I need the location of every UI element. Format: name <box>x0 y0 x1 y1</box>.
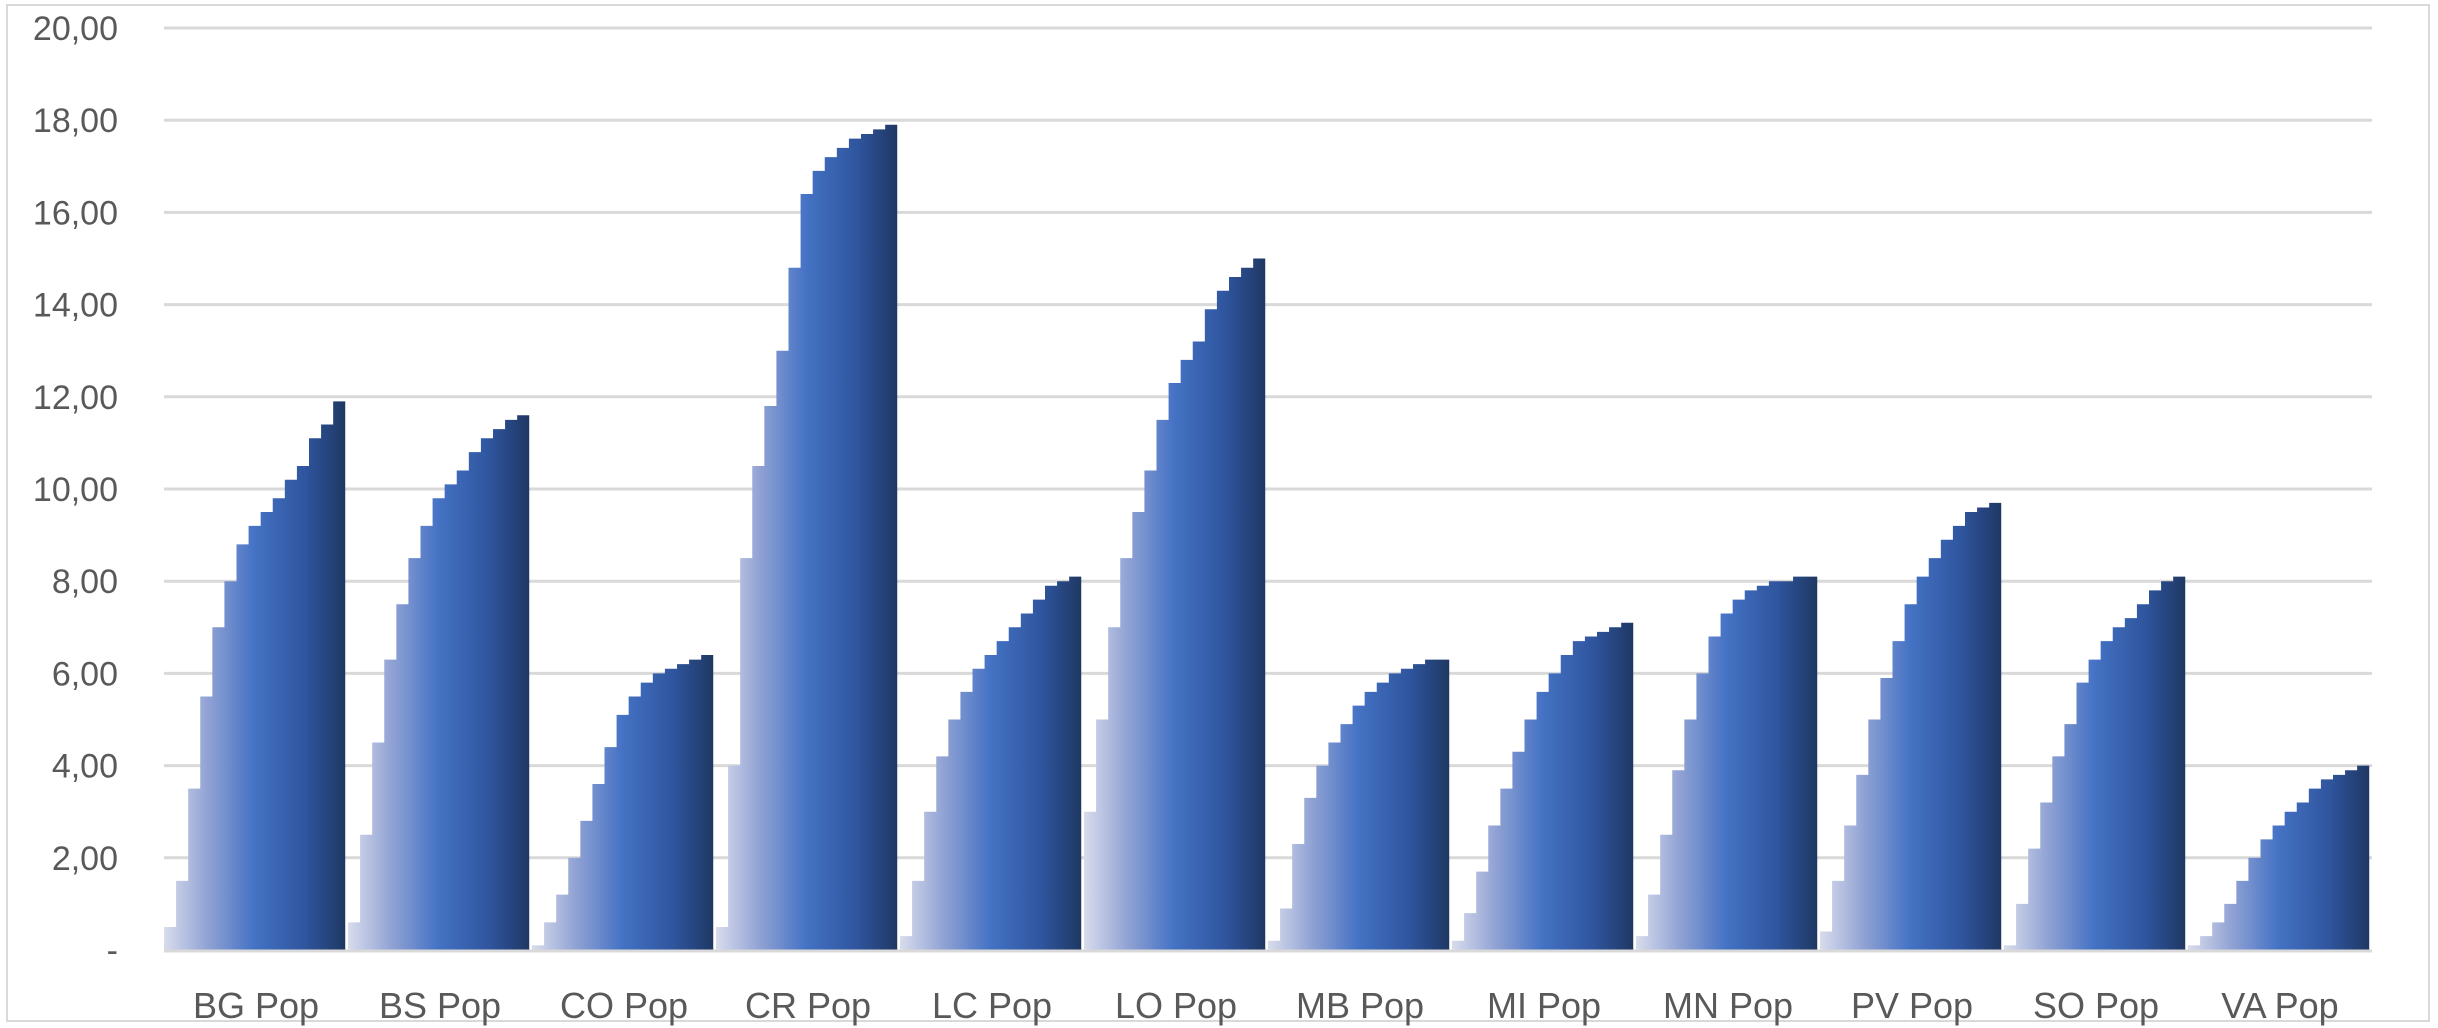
x-category-label: CO Pop <box>560 985 688 1026</box>
bar-group <box>532 654 714 950</box>
x-category-label: MB Pop <box>1296 985 1424 1026</box>
y-tick-label: 16,00 <box>33 194 118 232</box>
y-tick-label: 20,00 <box>33 10 118 48</box>
bar-cr-pop <box>716 124 898 950</box>
x-category-label: PV Pop <box>1851 985 1973 1026</box>
y-tick-label: 8,00 <box>52 563 118 601</box>
x-category-label: MI Pop <box>1487 985 1601 1026</box>
bar-group <box>900 576 1082 950</box>
bar-so-pop <box>2004 576 2186 950</box>
bar-mi-pop <box>1452 622 1634 950</box>
bar-group <box>2004 576 2186 950</box>
bar-group <box>2188 765 2370 950</box>
bar-group <box>348 415 530 950</box>
x-category-label: SO Pop <box>2033 985 2159 1026</box>
bar-bs-pop <box>348 415 530 950</box>
x-category-label: CR Pop <box>745 985 871 1026</box>
y-tick-label: 10,00 <box>33 471 118 509</box>
y-tick-label: 2,00 <box>52 840 118 878</box>
gridlines <box>164 26 2372 860</box>
y-tick-label: 6,00 <box>52 655 118 693</box>
bar-mn-pop <box>1636 576 1818 950</box>
x-category-label: BG Pop <box>193 985 319 1026</box>
bar-group <box>1268 659 1450 950</box>
y-tick-label: - <box>107 932 118 970</box>
y-axis-tick-labels: - 2,00 4,00 6,00 8,00 10,00 12,00 14,00 16,00 18,… <box>33 10 118 970</box>
y-tick-label: 14,00 <box>33 287 118 325</box>
x-category-label: LC Pop <box>932 985 1052 1026</box>
x-category-label: LO Pop <box>1115 985 1237 1026</box>
bar-group <box>164 401 346 950</box>
x-axis-category-labels: BG Pop BS Pop CO Pop CR Pop LC Pop LO Pop MB P… <box>193 985 2339 1026</box>
bar-lo-pop <box>1084 258 1266 950</box>
bar-group <box>1452 622 1634 950</box>
y-tick-label: 4,00 <box>52 748 118 786</box>
bar-group <box>1820 502 2002 950</box>
y-tick-label: 18,00 <box>33 102 118 140</box>
bars <box>164 124 2370 950</box>
bar-group <box>716 124 898 950</box>
bar-group <box>1636 576 1818 950</box>
bar-co-pop <box>532 654 714 950</box>
bar-va-pop <box>2188 765 2370 950</box>
bar-group <box>1084 258 1266 950</box>
bar-bg-pop <box>164 401 346 950</box>
x-category-label: MN Pop <box>1663 985 1793 1026</box>
x-category-label: BS Pop <box>379 985 501 1026</box>
x-category-label: VA Pop <box>2221 985 2338 1026</box>
bar-mb-pop <box>1268 659 1450 950</box>
bar-pv-pop <box>1820 502 2002 950</box>
y-tick-label: 12,00 <box>33 379 118 417</box>
bar-lc-pop <box>900 576 1082 950</box>
